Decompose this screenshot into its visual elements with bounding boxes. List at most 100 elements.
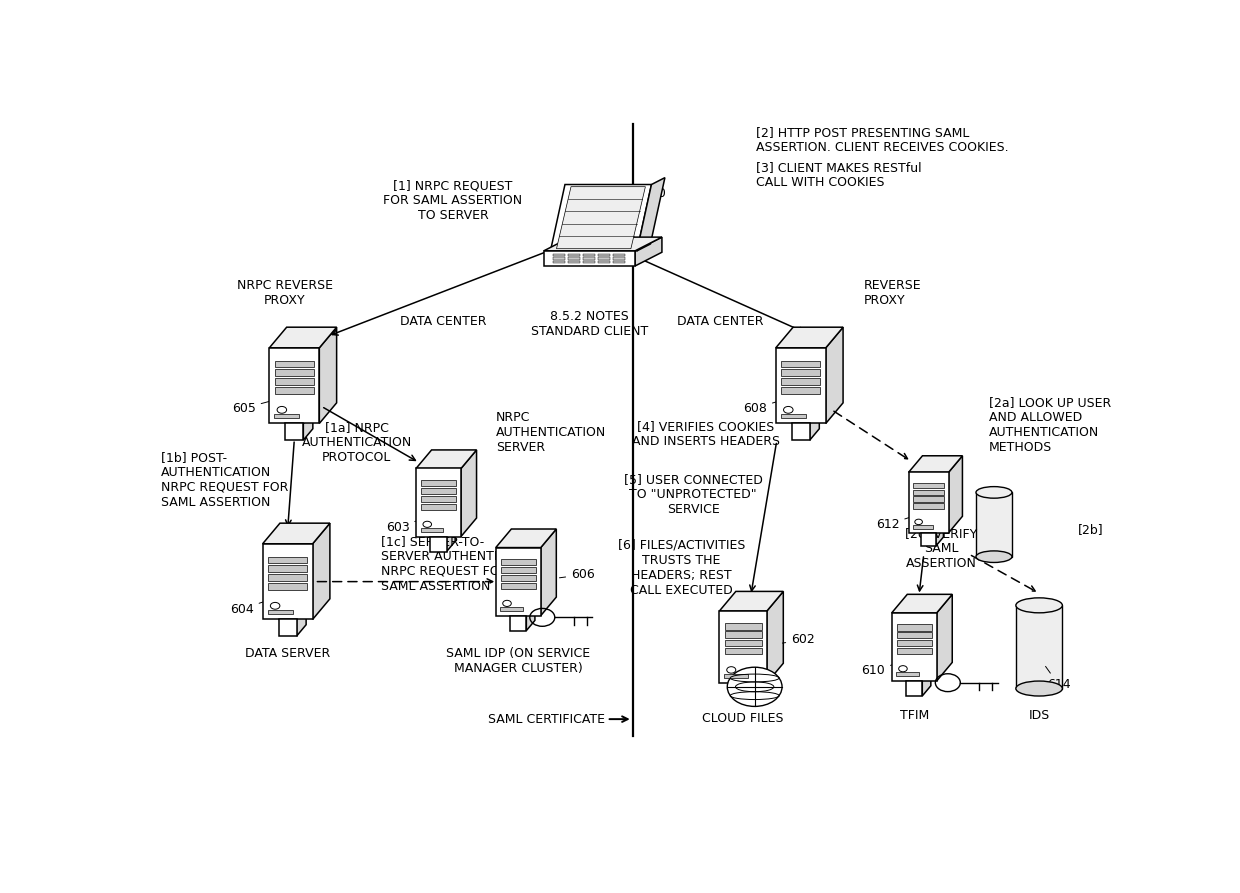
Polygon shape (781, 387, 821, 394)
Polygon shape (766, 591, 784, 683)
Polygon shape (936, 595, 952, 681)
Polygon shape (275, 378, 314, 385)
Polygon shape (430, 526, 455, 537)
Polygon shape (637, 178, 665, 251)
Polygon shape (279, 608, 306, 620)
Polygon shape (734, 683, 751, 698)
Text: 608: 608 (743, 396, 794, 414)
Polygon shape (268, 565, 308, 572)
Polygon shape (913, 525, 932, 529)
Polygon shape (420, 504, 456, 510)
Polygon shape (719, 591, 784, 611)
Polygon shape (501, 575, 536, 581)
Polygon shape (976, 492, 1012, 556)
Polygon shape (268, 556, 308, 563)
Polygon shape (792, 412, 820, 423)
Text: CLOUD FILES: CLOUD FILES (702, 713, 784, 725)
Polygon shape (461, 450, 476, 537)
Polygon shape (810, 412, 820, 440)
Polygon shape (263, 523, 330, 544)
Polygon shape (285, 423, 304, 440)
Polygon shape (598, 261, 610, 263)
Text: SAML IDP (ON SERVICE
MANAGER CLUSTER): SAML IDP (ON SERVICE MANAGER CLUSTER) (446, 647, 590, 675)
Ellipse shape (976, 487, 1012, 498)
Polygon shape (557, 187, 645, 249)
Polygon shape (906, 671, 931, 681)
Polygon shape (268, 574, 308, 580)
Polygon shape (568, 257, 580, 260)
Polygon shape (304, 412, 312, 440)
Text: IDS: IDS (1028, 709, 1050, 722)
Polygon shape (923, 671, 931, 696)
Polygon shape (274, 413, 299, 418)
Polygon shape (553, 254, 564, 256)
Polygon shape (897, 624, 931, 630)
Polygon shape (776, 327, 843, 347)
Polygon shape (776, 347, 826, 423)
Text: 606: 606 (559, 568, 595, 581)
Polygon shape (279, 620, 296, 636)
Text: 610: 610 (862, 660, 906, 678)
Polygon shape (921, 533, 936, 547)
Polygon shape (268, 583, 308, 589)
Text: [1a] NRPC
AUTHENTICATION
PROTOCOL: [1a] NRPC AUTHENTICATION PROTOCOL (301, 421, 412, 463)
Polygon shape (285, 412, 312, 423)
Text: NRPC REVERSE
PROXY: NRPC REVERSE PROXY (237, 279, 332, 306)
Polygon shape (781, 413, 806, 418)
Polygon shape (275, 370, 314, 376)
Polygon shape (420, 480, 456, 486)
Polygon shape (553, 261, 564, 263)
Polygon shape (583, 257, 595, 260)
Ellipse shape (1016, 681, 1063, 696)
Polygon shape (613, 254, 625, 256)
Polygon shape (415, 469, 461, 537)
Polygon shape (724, 648, 761, 655)
Polygon shape (553, 257, 564, 260)
Polygon shape (1016, 605, 1063, 689)
Polygon shape (430, 537, 446, 552)
Text: 8.5.2 NOTES
STANDARD CLIENT: 8.5.2 NOTES STANDARD CLIENT (531, 310, 649, 338)
Polygon shape (269, 327, 336, 347)
Polygon shape (792, 423, 810, 440)
Polygon shape (500, 607, 523, 611)
Polygon shape (913, 504, 944, 509)
Polygon shape (496, 547, 541, 615)
Text: DATA CENTER: DATA CENTER (401, 315, 486, 328)
Text: 614: 614 (1045, 666, 1070, 691)
Polygon shape (583, 261, 595, 263)
Polygon shape (312, 523, 330, 620)
Polygon shape (541, 529, 557, 615)
Text: 612: 612 (875, 513, 921, 531)
Ellipse shape (976, 551, 1012, 563)
Polygon shape (913, 482, 944, 488)
Polygon shape (598, 257, 610, 260)
Polygon shape (781, 361, 821, 368)
Polygon shape (781, 370, 821, 376)
Text: 602: 602 (782, 633, 815, 647)
Text: [1] NRPC REQUEST
FOR SAML ASSERTION
TO SERVER: [1] NRPC REQUEST FOR SAML ASSERTION TO S… (383, 179, 522, 222)
Polygon shape (949, 455, 962, 533)
Polygon shape (420, 528, 443, 532)
Text: [2c] VERIFY
SAML
ASSERTION: [2c] VERIFY SAML ASSERTION (905, 527, 977, 570)
Polygon shape (320, 327, 336, 423)
Polygon shape (496, 529, 557, 547)
Text: NRPC
AUTHENTICATION
SERVER: NRPC AUTHENTICATION SERVER (496, 412, 606, 455)
Text: [2b]: [2b] (1078, 523, 1104, 536)
Polygon shape (296, 608, 306, 636)
Polygon shape (635, 238, 662, 266)
Ellipse shape (1016, 597, 1063, 613)
Polygon shape (897, 632, 931, 638)
Text: [1c] SERVER-TO-
SERVER AUTHENTICATED
NRPC REQUEST FOR
SAML ASSERTION: [1c] SERVER-TO- SERVER AUTHENTICATED NRP… (381, 535, 539, 593)
Text: 605: 605 (232, 396, 286, 414)
Polygon shape (913, 489, 944, 495)
Polygon shape (724, 623, 761, 630)
Text: DATA CENTER: DATA CENTER (677, 315, 764, 328)
Text: [4] VERIFIES COOKIES
AND INSERTS HEADERS: [4] VERIFIES COOKIES AND INSERTS HEADERS (631, 420, 780, 448)
Circle shape (728, 667, 782, 706)
Polygon shape (501, 559, 536, 565)
Text: [6] FILES/ACTIVITIES
TRUSTS THE
HEADERS; REST
CALL EXECUTED: [6] FILES/ACTIVITIES TRUSTS THE HEADERS;… (618, 539, 745, 597)
Polygon shape (510, 615, 526, 630)
Polygon shape (268, 610, 293, 614)
Polygon shape (501, 582, 536, 588)
Text: DATA SERVER: DATA SERVER (246, 647, 330, 660)
